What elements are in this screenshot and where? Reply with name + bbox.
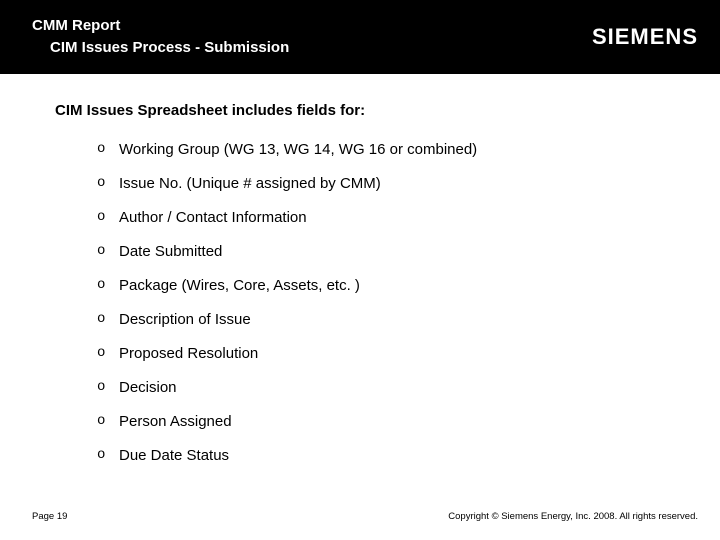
list-item: Proposed Resolution — [97, 345, 720, 362]
list-item: Working Group (WG 13, WG 14, WG 16 or co… — [97, 141, 720, 158]
header-bar: CMM Report CIM Issues Process - Submissi… — [0, 0, 720, 74]
list-item: Decision — [97, 379, 720, 396]
list-item: Date Submitted — [97, 243, 720, 260]
header-title: CMM Report — [32, 15, 289, 37]
section-heading: CIM Issues Spreadsheet includes fields f… — [55, 102, 720, 119]
footer: Page 19 Copyright © Siemens Energy, Inc.… — [0, 511, 720, 522]
header-subtitle: CIM Issues Process - Submission — [32, 37, 289, 59]
list-item: Package (Wires, Core, Assets, etc. ) — [97, 277, 720, 294]
list-item: Description of Issue — [97, 311, 720, 328]
copyright-text: Copyright © Siemens Energy, Inc. 2008. A… — [448, 511, 698, 522]
list-item: Due Date Status — [97, 447, 720, 464]
header-titles: CMM Report CIM Issues Process - Submissi… — [32, 15, 289, 59]
fields-list: Working Group (WG 13, WG 14, WG 16 or co… — [55, 141, 720, 464]
list-item: Person Assigned — [97, 413, 720, 430]
list-item: Issue No. (Unique # assigned by CMM) — [97, 175, 720, 192]
siemens-logo: SIEMENS — [592, 24, 698, 50]
content-area: CIM Issues Spreadsheet includes fields f… — [0, 74, 720, 464]
list-item: Author / Contact Information — [97, 209, 720, 226]
page-number: Page 19 — [32, 511, 67, 522]
